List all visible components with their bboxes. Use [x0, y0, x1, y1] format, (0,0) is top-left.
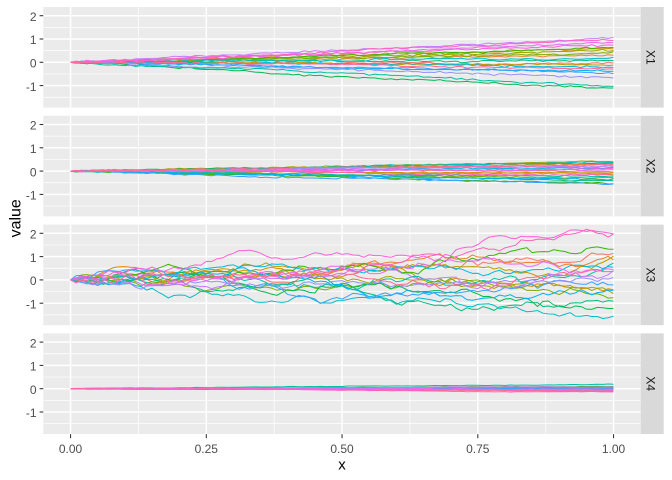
- svg-text:x: x: [338, 457, 346, 474]
- svg-text:0.00: 0.00: [59, 442, 83, 456]
- svg-text:value: value: [8, 199, 25, 237]
- svg-text:-1: -1: [26, 80, 37, 94]
- svg-text:2: 2: [30, 336, 37, 350]
- svg-text:-1: -1: [26, 406, 37, 420]
- svg-text:0: 0: [30, 383, 37, 397]
- svg-text:-1: -1: [26, 189, 37, 203]
- svg-text:1.00: 1.00: [602, 442, 626, 456]
- svg-text:0.75: 0.75: [466, 442, 490, 456]
- svg-text:X3: X3: [643, 268, 657, 283]
- svg-text:2: 2: [30, 119, 37, 133]
- svg-text:0: 0: [30, 57, 37, 71]
- svg-text:0.25: 0.25: [195, 442, 219, 456]
- svg-text:2: 2: [30, 228, 37, 242]
- svg-text:X1: X1: [643, 50, 657, 65]
- svg-text:1: 1: [30, 142, 37, 156]
- svg-text:X4: X4: [643, 376, 657, 391]
- svg-text:2: 2: [30, 10, 37, 24]
- svg-text:1: 1: [30, 251, 37, 265]
- svg-text:1: 1: [30, 360, 37, 374]
- svg-text:0.50: 0.50: [330, 442, 354, 456]
- svg-text:0: 0: [30, 165, 37, 179]
- svg-text:0: 0: [30, 274, 37, 288]
- svg-text:-1: -1: [26, 297, 37, 311]
- svg-text:X2: X2: [643, 159, 657, 174]
- svg-text:1: 1: [30, 33, 37, 47]
